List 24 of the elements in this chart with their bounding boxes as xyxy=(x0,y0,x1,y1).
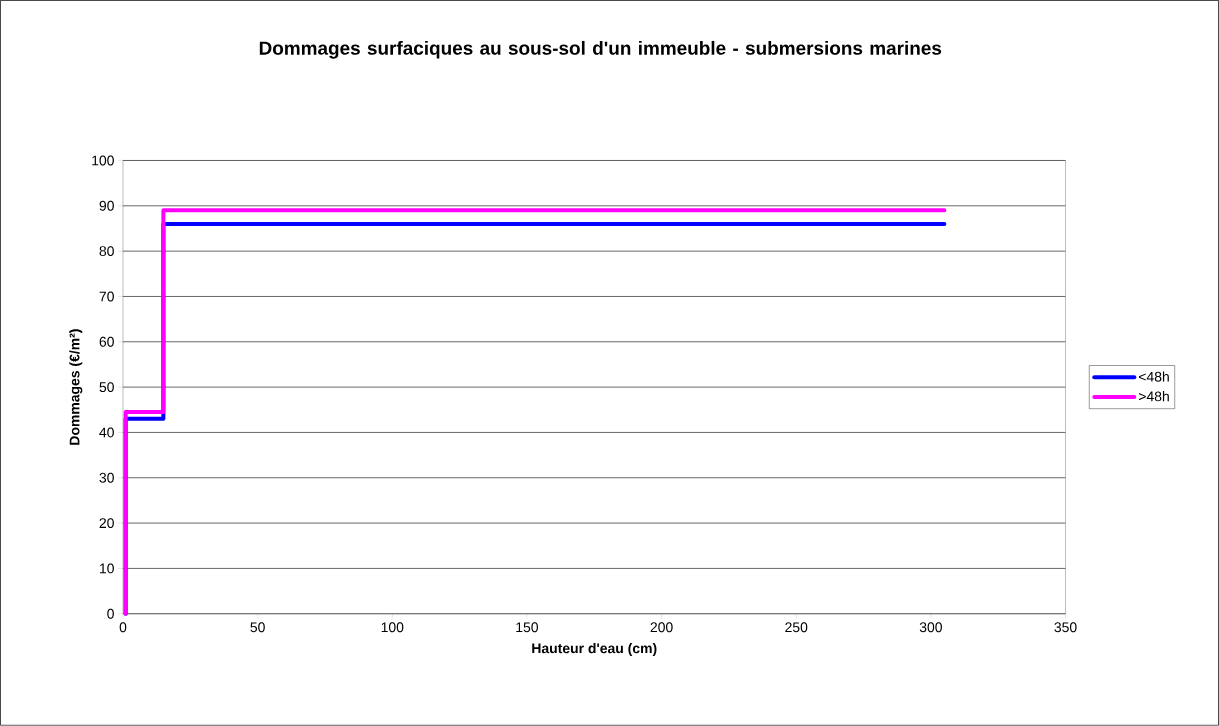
x-tick-label: 250 xyxy=(785,622,808,633)
y-tick-label: 70 xyxy=(99,291,114,302)
y-tick-label: 80 xyxy=(99,246,114,257)
x-tick-label: 0 xyxy=(119,622,127,633)
x-tick-label: 100 xyxy=(381,622,404,633)
y-tick-label: 0 xyxy=(107,608,114,619)
chart-title: Dommages surfaciques au sous-sol d'un immeuble - submersions marines xyxy=(259,41,942,59)
y-tick-label: 90 xyxy=(99,200,114,211)
y-tick-label: 60 xyxy=(99,336,114,347)
y-tick-label: 10 xyxy=(99,563,114,574)
y-tick-label: 50 xyxy=(99,382,114,393)
x-tick-label: 50 xyxy=(250,622,265,633)
y-tick-label: 100 xyxy=(92,155,114,166)
legend-label: >48h xyxy=(1138,391,1169,402)
y-tick-label: 30 xyxy=(99,472,114,483)
x-tick-label: 350 xyxy=(1054,622,1077,633)
legend-label: <48h xyxy=(1138,371,1169,382)
x-tick-label: 150 xyxy=(516,622,539,633)
y-tick-label: 40 xyxy=(99,427,114,438)
x-tick-label: 200 xyxy=(650,622,673,633)
x-tick-label: 300 xyxy=(919,622,942,633)
y-tick-label: 20 xyxy=(99,518,114,529)
x-axis-title: Hauteur d'eau (cm) xyxy=(532,643,657,657)
y-axis-title: Dommages (€/m²) xyxy=(69,329,83,445)
